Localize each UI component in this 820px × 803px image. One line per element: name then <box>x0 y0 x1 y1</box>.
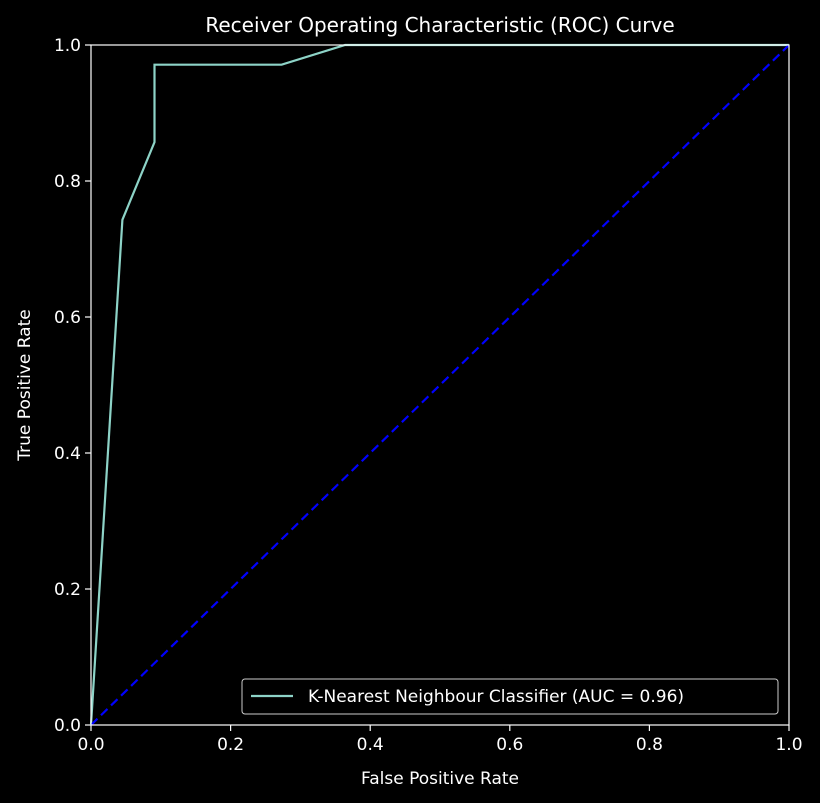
y-tick-label: 1.0 <box>54 36 81 56</box>
x-tick-label: 0.8 <box>636 735 663 755</box>
x-axis-label: False Positive Rate <box>361 769 519 789</box>
y-tick-label: 0.6 <box>54 308 81 328</box>
legend: K-Nearest Neighbour Classifier (AUC = 0.… <box>241 678 779 715</box>
x-tick-label: 0.0 <box>77 735 104 755</box>
y-tick-label: 0.0 <box>54 716 81 736</box>
legend-label-knn: K-Nearest Neighbour Classifier (AUC = 0.… <box>308 687 684 707</box>
legend-box <box>241 678 779 715</box>
chance-diagonal-line <box>90 44 790 726</box>
x-tick-label: 1.0 <box>775 735 802 755</box>
x-axis-ticks: 0.0 0.2 0.4 0.6 0.8 1.0 <box>77 725 803 755</box>
series-layer <box>89 43 790 726</box>
y-tick-label: 0.8 <box>54 172 81 192</box>
x-tick-label: 0.2 <box>217 735 244 755</box>
y-axis-label: True Positive Rate <box>15 309 35 461</box>
y-tick-label: 0.2 <box>54 580 81 600</box>
y-axis-ticks: 0.0 0.2 0.4 0.6 0.8 1.0 <box>54 36 91 736</box>
chart-title: Receiver Operating Characteristic (ROC) … <box>205 13 674 37</box>
x-tick-label: 0.4 <box>357 735 384 755</box>
plot-frame <box>90 44 790 726</box>
x-tick-label: 0.6 <box>496 735 523 755</box>
y-tick-label: 0.4 <box>54 444 81 464</box>
